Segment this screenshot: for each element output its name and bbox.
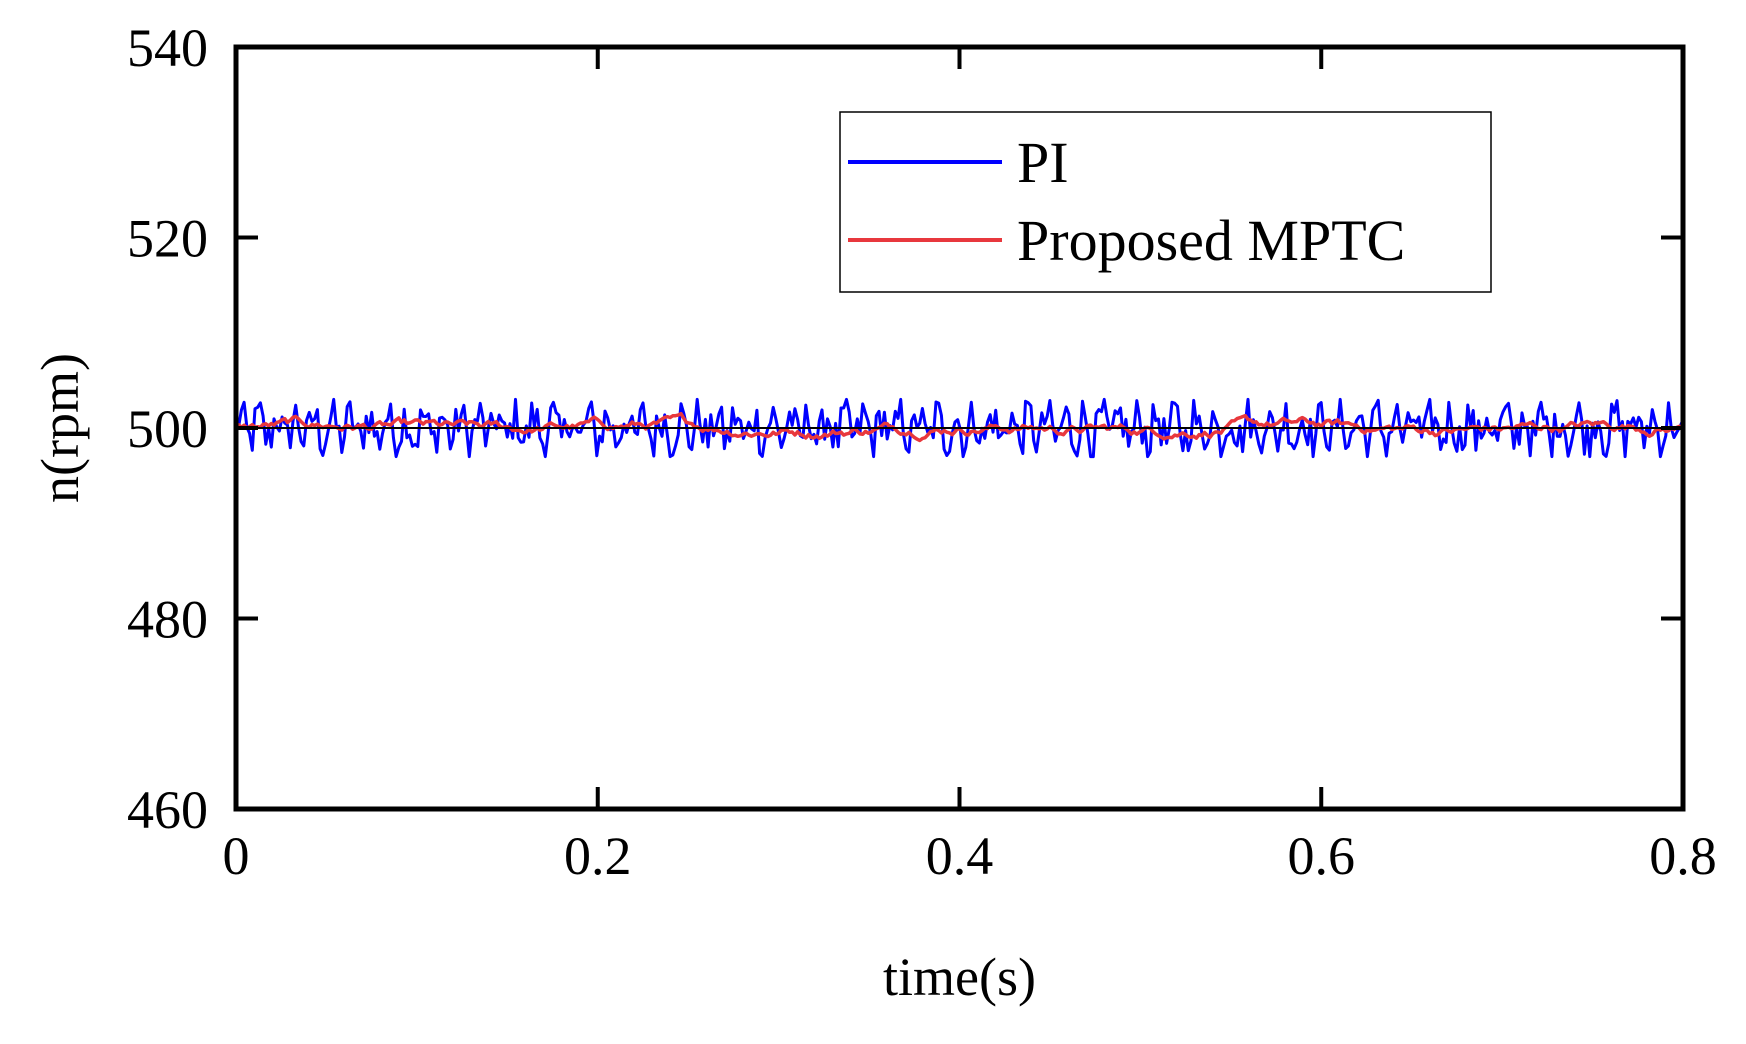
y-tick-label: 540 bbox=[127, 18, 208, 78]
legend: PI Proposed MPTC bbox=[839, 111, 1492, 293]
series-layer bbox=[234, 397, 1684, 459]
y-tick-label: 500 bbox=[127, 399, 208, 459]
x-tick-label: 0.6 bbox=[1288, 826, 1356, 886]
legend-label-proposed-mptc: Proposed MPTC bbox=[1017, 208, 1405, 273]
y-tick-label: 520 bbox=[127, 209, 208, 269]
legend-box bbox=[839, 111, 1492, 293]
x-tick-label: 0.8 bbox=[1649, 826, 1717, 886]
y-tick-label: 480 bbox=[127, 590, 208, 650]
series-line-pi bbox=[234, 397, 1684, 459]
y-tick-label: 460 bbox=[127, 780, 208, 840]
ticks-layer: 0 0.2 0.4 0.6 0.8 460 480 500 520 540 bbox=[127, 18, 1717, 886]
x-axis-title: time(s) bbox=[883, 947, 1036, 1007]
y-axis-title: n(rpm) bbox=[30, 353, 90, 503]
legend-label-pi: PI bbox=[1017, 130, 1069, 195]
x-tick-label: 0 bbox=[223, 826, 250, 886]
x-tick-label: 0.2 bbox=[564, 826, 632, 886]
x-tick-label: 0.4 bbox=[926, 826, 994, 886]
